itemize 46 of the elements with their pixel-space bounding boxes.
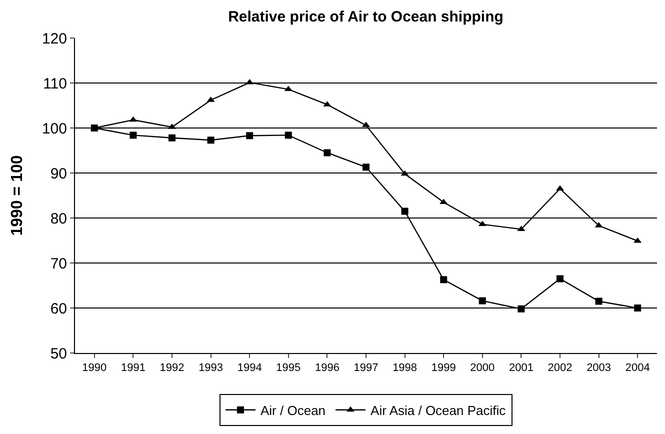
y-tick-label: 90 bbox=[50, 165, 67, 182]
point bbox=[362, 164, 370, 171]
x-tick-label: 1994 bbox=[237, 362, 262, 374]
point bbox=[400, 170, 409, 176]
x-tick-label: 1997 bbox=[354, 362, 378, 374]
x-tick-label: 1998 bbox=[392, 362, 418, 374]
point bbox=[634, 237, 642, 243]
point bbox=[440, 276, 448, 284]
point bbox=[284, 86, 292, 92]
y-tick-label: 120 bbox=[42, 30, 67, 48]
y-tick-label: 60 bbox=[50, 300, 67, 318]
y-tick-label: 50 bbox=[50, 345, 67, 362]
x-tick-label: 1993 bbox=[198, 362, 224, 374]
point bbox=[518, 305, 525, 312]
point bbox=[478, 220, 486, 226]
y-axis-title: 1990 = 100 bbox=[8, 155, 26, 236]
chart-title: Relative price of Air to Ocean shipping bbox=[228, 8, 504, 26]
point bbox=[401, 208, 408, 215]
legend-label: Air / Ocean bbox=[260, 402, 326, 418]
point bbox=[556, 275, 564, 282]
y-tick-label: 70 bbox=[50, 255, 67, 272]
x-tick-label: 2003 bbox=[586, 362, 612, 374]
point bbox=[246, 132, 254, 140]
y-tick-label: 100 bbox=[42, 120, 67, 138]
point bbox=[478, 297, 486, 304]
x-tick-label: 1991 bbox=[120, 362, 146, 374]
x-tick-label: 1995 bbox=[276, 362, 301, 374]
point bbox=[130, 132, 137, 139]
y-tick-label: 80 bbox=[50, 210, 67, 228]
legend-label: Air Asia / Ocean Pacific bbox=[370, 402, 506, 418]
x-tick-label: 1992 bbox=[160, 362, 184, 374]
point bbox=[207, 136, 214, 144]
point bbox=[129, 116, 138, 122]
point bbox=[595, 298, 602, 305]
point bbox=[284, 132, 292, 139]
x-tick-label: 1999 bbox=[431, 362, 456, 374]
x-tick-label: 2004 bbox=[625, 362, 650, 374]
x-tick-label: 2001 bbox=[508, 362, 534, 374]
y-tick-label: 110 bbox=[43, 75, 67, 92]
point bbox=[634, 304, 642, 312]
x-tick-label: 1990 bbox=[82, 362, 107, 374]
point bbox=[168, 134, 176, 142]
x-tick-label: 2002 bbox=[548, 362, 572, 374]
x-tick-label: 1996 bbox=[314, 362, 340, 374]
x-tick-label: 2000 bbox=[470, 362, 495, 374]
point bbox=[324, 149, 331, 156]
